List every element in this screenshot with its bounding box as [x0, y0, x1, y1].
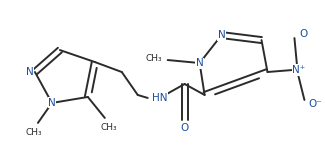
Text: N⁺: N⁺: [292, 65, 306, 75]
Text: CH₃: CH₃: [100, 123, 117, 132]
Text: O⁻: O⁻: [308, 99, 322, 109]
Text: N: N: [218, 30, 226, 40]
Text: N: N: [48, 98, 56, 108]
Text: CH₃: CH₃: [145, 54, 162, 63]
Text: HN: HN: [152, 93, 167, 103]
Text: N: N: [196, 58, 203, 68]
Text: O: O: [180, 123, 189, 133]
Text: CH₃: CH₃: [26, 128, 42, 137]
Text: N: N: [26, 67, 34, 77]
Text: O: O: [299, 29, 308, 39]
